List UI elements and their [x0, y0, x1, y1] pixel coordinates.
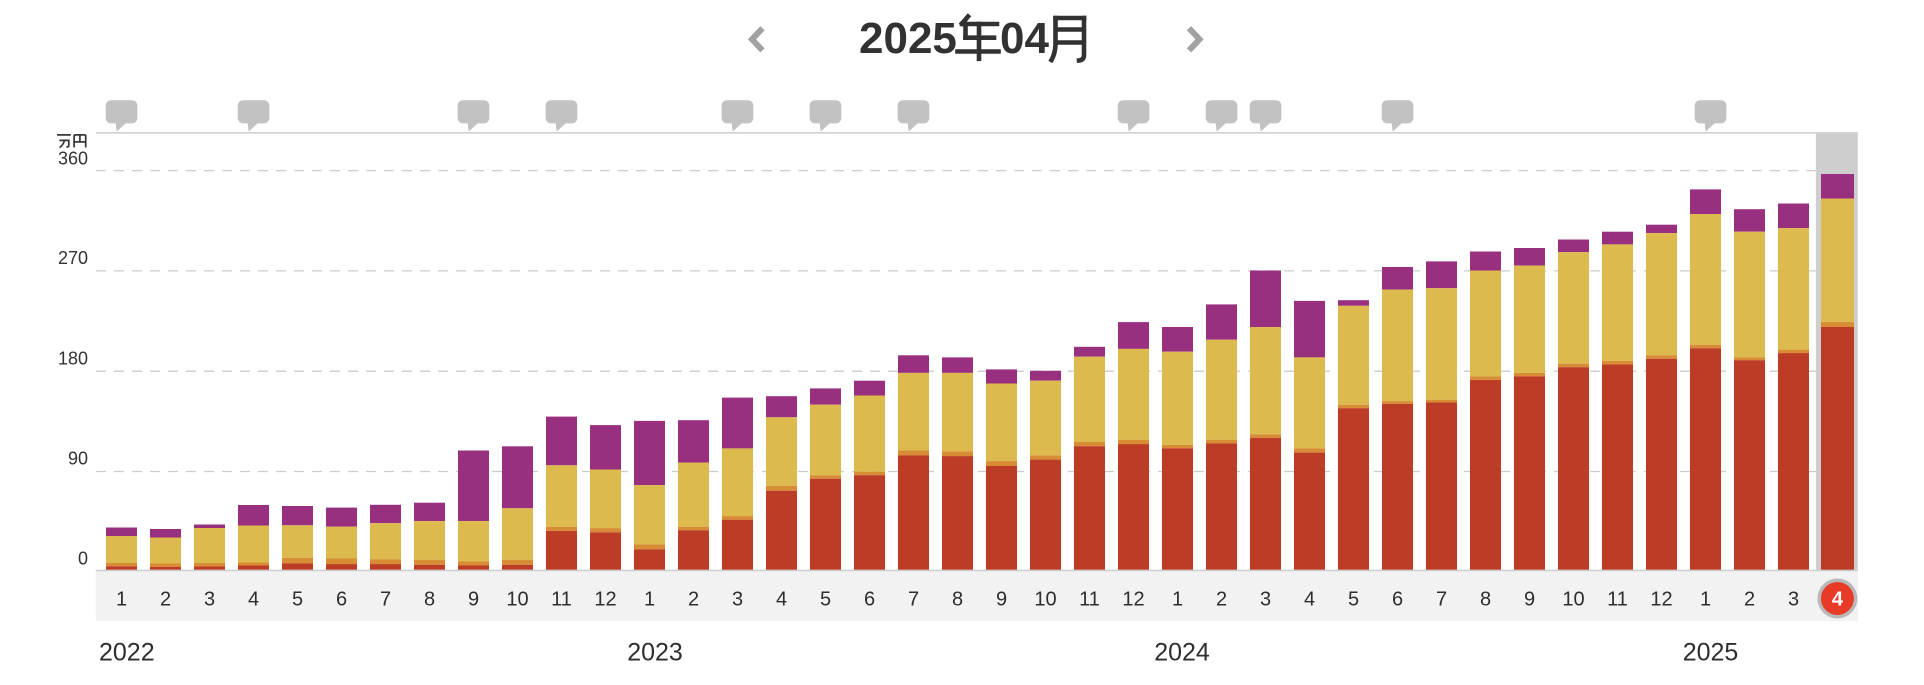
svg-text:4: 4 [776, 588, 787, 610]
svg-text:180: 180 [58, 348, 88, 368]
svg-text:1: 1 [644, 588, 655, 610]
svg-text:4: 4 [1304, 588, 1315, 610]
svg-text:9: 9 [1524, 588, 1535, 610]
svg-text:3: 3 [732, 588, 743, 610]
svg-text:6: 6 [1392, 588, 1403, 610]
svg-text:2025: 2025 [859, 14, 957, 63]
svg-text:270: 270 [58, 248, 88, 268]
svg-text:6: 6 [336, 588, 347, 610]
svg-text:8: 8 [1480, 588, 1491, 610]
svg-text:2: 2 [1744, 588, 1755, 610]
svg-text:3: 3 [204, 588, 215, 610]
svg-text:6: 6 [864, 588, 875, 610]
svg-text:10: 10 [1034, 588, 1056, 610]
svg-text:12: 12 [1650, 588, 1672, 610]
svg-text:04: 04 [1000, 14, 1049, 63]
svg-text:5: 5 [292, 588, 303, 610]
svg-text:3: 3 [1260, 588, 1271, 610]
svg-text:2: 2 [688, 588, 699, 610]
svg-text:7: 7 [908, 588, 919, 610]
svg-text:2024: 2024 [1154, 639, 1210, 667]
svg-text:9: 9 [468, 588, 479, 610]
svg-text:1: 1 [1172, 588, 1183, 610]
svg-text:10: 10 [1562, 588, 1584, 610]
svg-text:4: 4 [1832, 589, 1844, 611]
svg-text:11: 11 [1607, 588, 1628, 610]
svg-text:8: 8 [424, 588, 435, 610]
svg-text:2022: 2022 [99, 639, 155, 667]
svg-text:4: 4 [248, 588, 259, 610]
svg-text:10: 10 [506, 588, 528, 610]
svg-text:8: 8 [952, 588, 963, 610]
svg-text:11: 11 [1079, 588, 1100, 610]
svg-text:2: 2 [1216, 588, 1227, 610]
svg-text:1: 1 [1700, 588, 1711, 610]
svg-text:90: 90 [68, 449, 88, 469]
svg-text:9: 9 [996, 588, 1007, 610]
svg-text:360: 360 [58, 149, 88, 169]
svg-text:7: 7 [1436, 588, 1447, 610]
svg-text:2025: 2025 [1683, 639, 1739, 667]
svg-text:7: 7 [380, 588, 391, 610]
svg-text:1: 1 [116, 588, 127, 610]
svg-text:2023: 2023 [627, 639, 683, 667]
svg-text:5: 5 [1348, 588, 1359, 610]
svg-text:12: 12 [1122, 588, 1144, 610]
svg-text:3: 3 [1788, 588, 1799, 610]
svg-text:0: 0 [78, 549, 88, 569]
svg-text:5: 5 [820, 588, 831, 610]
svg-text:2: 2 [160, 588, 171, 610]
svg-text:12: 12 [594, 588, 616, 610]
svg-text:11: 11 [551, 588, 572, 610]
